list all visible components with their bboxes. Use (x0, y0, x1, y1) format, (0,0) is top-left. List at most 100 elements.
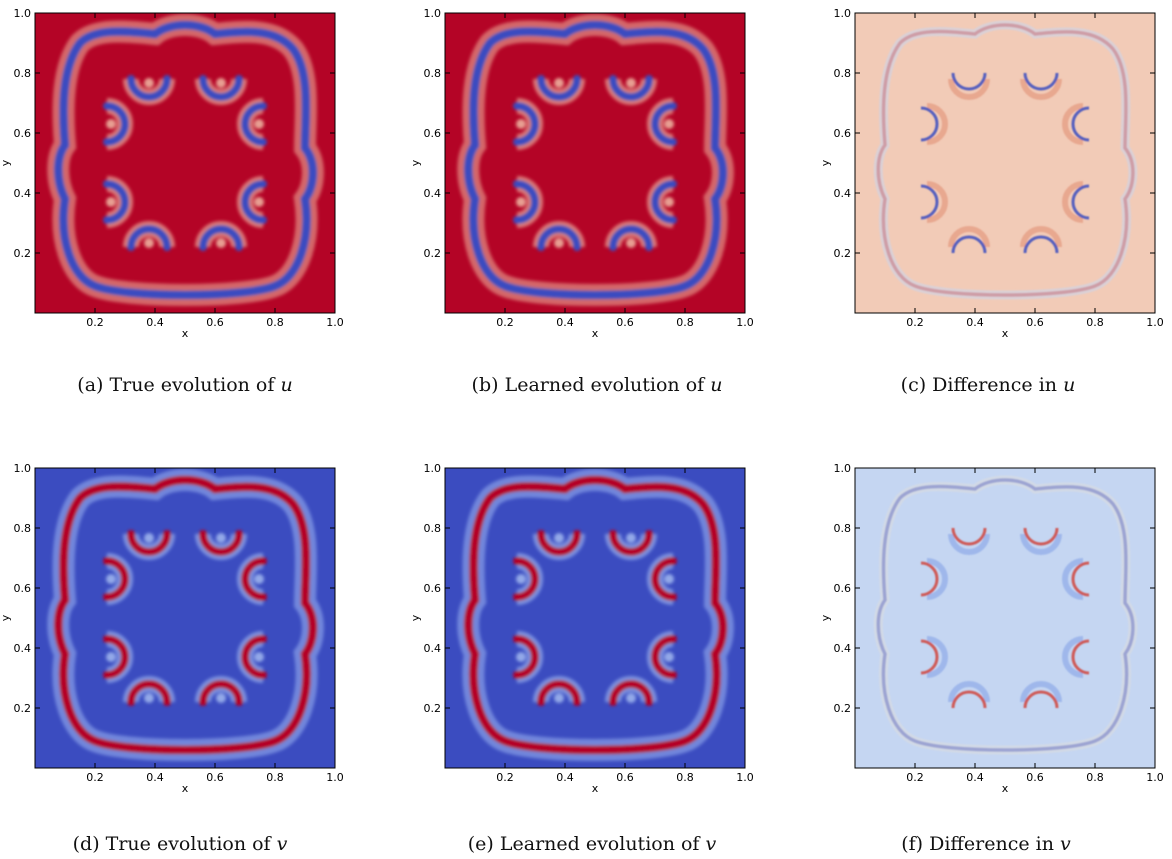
spiral-3 (1020, 226, 1062, 254)
x-axis-label: x (182, 327, 189, 340)
x-tick-label: 1.0 (736, 316, 754, 329)
spiral-1 (1020, 527, 1062, 555)
field-background (35, 468, 335, 768)
spiral-5 (513, 176, 543, 228)
caption-a: (a) True evolution of u (77, 374, 293, 396)
spiral-1 (1020, 72, 1062, 100)
spiral-2 (948, 681, 990, 709)
x-tick-label: 0.2 (496, 771, 514, 784)
x-tick-label: 0.8 (266, 771, 284, 784)
x-axis-label: x (592, 782, 599, 795)
spiral-7 (1062, 181, 1090, 223)
heatmap-plot-d: 0.2 0.4 0.6 0.8 1.0 0.2 0.4 0.6 0.8 1.0 x y (0, 462, 344, 795)
x-axis-label: x (592, 327, 599, 340)
heatmap-plot-b: 0.2 0.4 0.6 0.8 1.0 0.2 0.4 0.6 0.8 1.0 x y (409, 7, 754, 340)
field-background (855, 468, 1155, 768)
field-background (445, 13, 745, 313)
y-tick-label: 0.8 (424, 522, 442, 535)
x-tick-label: 0.4 (146, 316, 164, 329)
y-tick-label: 0.2 (834, 702, 852, 715)
heatmap-plot-c: 0.2 0.4 0.6 0.8 1.0 0.2 0.4 0.6 0.8 1.0 x y (819, 7, 1164, 340)
heatmap-plot-f: 0.2 0.4 0.6 0.8 1.0 0.2 0.4 0.6 0.8 1.0 x y (819, 462, 1164, 795)
spiral-0 (948, 72, 990, 100)
y-tick-label: 1.0 (14, 7, 32, 20)
heatmap-field (35, 13, 335, 313)
y-axis-label: y (409, 159, 422, 166)
spiral-0 (533, 75, 585, 105)
x-tick-label: 0.8 (676, 316, 694, 329)
spiral-5 (920, 636, 948, 678)
spiral-0 (948, 527, 990, 555)
spiral-4 (513, 553, 543, 605)
spiral-6 (237, 553, 267, 605)
y-tick-label: 1.0 (424, 7, 442, 20)
spiral-5 (920, 181, 948, 223)
x-tick-label: 0.4 (556, 316, 574, 329)
x-axis-label: x (1002, 327, 1009, 340)
spiral-2 (123, 676, 175, 706)
x-tick-label: 0.8 (1086, 316, 1104, 329)
ring-band (463, 475, 728, 755)
x-tick-label: 0.2 (86, 771, 104, 784)
y-tick-label: 0.8 (834, 67, 852, 80)
spiral-1 (605, 75, 657, 105)
x-tick-label: 0.2 (86, 316, 104, 329)
x-tick-label: 0.4 (556, 771, 574, 784)
spiral-4 (920, 103, 948, 145)
ring-band (53, 20, 318, 300)
y-tick-label: 1.0 (834, 462, 852, 475)
heatmap-plot-a: 0.2 0.4 0.6 0.8 1.0 0.2 0.4 0.6 0.8 1.0 x y (0, 7, 344, 340)
x-tick-label: 0.8 (676, 771, 694, 784)
spiral-7 (237, 631, 267, 683)
spiral-6 (647, 553, 677, 605)
spiral-3 (605, 221, 657, 251)
y-tick-label: 0.2 (834, 247, 852, 260)
x-axis-label: x (182, 782, 189, 795)
caption-e: (e) Learned evolution of v (467, 833, 717, 855)
pattern-layer (457, 14, 734, 306)
caption-f: (f) Difference in v (901, 833, 1071, 855)
x-tick-label: 0.6 (206, 771, 224, 784)
x-tick-label: 1.0 (326, 771, 344, 784)
y-tick-label: 0.6 (14, 127, 32, 140)
y-tick-label: 0.6 (834, 127, 852, 140)
spiral-2 (533, 221, 585, 251)
x-tick-label: 1.0 (736, 771, 754, 784)
y-tick-label: 1.0 (834, 7, 852, 20)
ring-band-shadow (873, 475, 1138, 755)
y-axis-label: y (819, 159, 832, 166)
pattern-layer (47, 14, 324, 306)
spiral-7 (1062, 636, 1090, 678)
axes-frame (854, 467, 1156, 769)
x-tick-label: 0.2 (906, 316, 924, 329)
x-tick-label: 0.4 (966, 316, 984, 329)
y-axis-label: y (409, 614, 422, 621)
y-tick-label: 0.2 (424, 702, 442, 715)
ring-band (463, 20, 728, 300)
heatmap-field (855, 468, 1155, 768)
ring-band (53, 475, 318, 755)
spiral-7 (647, 631, 677, 683)
spiral-3 (195, 221, 247, 251)
caption-d: (d) True evolution of v (72, 833, 288, 855)
y-tick-label: 0.8 (424, 67, 442, 80)
y-tick-label: 0.2 (424, 247, 442, 260)
y-tick-label: 0.4 (14, 642, 32, 655)
x-tick-label: 0.6 (616, 771, 634, 784)
spiral-4 (513, 98, 543, 150)
y-tick-label: 0.8 (834, 522, 852, 535)
y-tick-label: 0.4 (424, 642, 442, 655)
panel-f: 0.2 0.4 0.6 0.8 1.0 0.2 0.4 0.6 0.8 1.0 x y (819, 455, 1172, 795)
x-tick-label: 0.4 (146, 771, 164, 784)
spiral-7 (647, 176, 677, 228)
caption-c: (c) Difference in u (900, 374, 1076, 396)
x-tick-label: 0.6 (1026, 771, 1044, 784)
x-tick-label: 1.0 (1146, 771, 1164, 784)
spiral-4 (103, 553, 133, 605)
spiral-1 (195, 530, 247, 560)
field-background (445, 468, 745, 768)
spiral-5 (103, 631, 133, 683)
spiral-3 (605, 676, 657, 706)
x-axis-label: x (1002, 782, 1009, 795)
panel-c: 0.2 0.4 0.6 0.8 1.0 0.2 0.4 0.6 0.8 1.0 x y (819, 0, 1172, 340)
